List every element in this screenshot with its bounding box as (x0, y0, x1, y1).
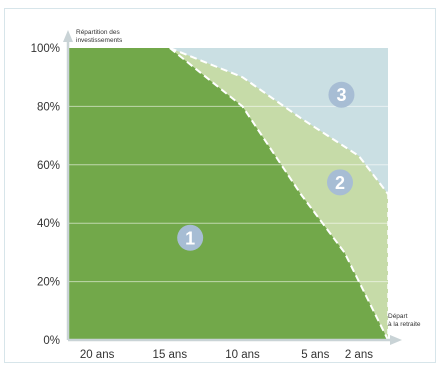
zone-1-area (68, 48, 388, 340)
y-tick-label: 100% (31, 43, 60, 55)
area-layer (68, 48, 388, 340)
y-axis-arrowhead (63, 30, 73, 42)
x-axis-arrowhead (390, 335, 402, 345)
zone-badges: 1 2 3 (177, 81, 355, 251)
grid-layer (68, 105, 388, 283)
x-tick-label: 5 ans (301, 349, 329, 361)
y-tick-label: 20% (37, 277, 60, 289)
zone-2-boundary-line (169, 47, 389, 195)
x-axis-title-line-1: Départ (388, 313, 408, 320)
zone-badge-circle (177, 224, 204, 251)
y-axis-title-line-2: investissements (76, 37, 123, 44)
zone-badge-label: 2 (335, 173, 345, 193)
y-tick-label: 80% (37, 101, 60, 113)
y-axis-title-line-1: Répartition des (76, 29, 120, 36)
boundary-lines (169, 47, 389, 341)
x-axis-title-line-2: à la retraite (388, 321, 421, 328)
x-tick-label: 2 ans (345, 349, 373, 361)
x-tick-label: 10 ans (225, 349, 260, 361)
x-tick-label: 15 ans (153, 349, 188, 361)
y-tick-label: 60% (37, 160, 60, 172)
y-tick-label: 40% (37, 218, 60, 230)
y-tick-labels: 0% 20% 40% 60% 80% 100% (31, 43, 60, 347)
zone-badge-circle (328, 81, 355, 108)
zone-1-boundary-line (169, 47, 389, 341)
zone-badge-circle (327, 169, 353, 196)
axes (63, 30, 402, 345)
zone-badge-label: 1 (185, 228, 195, 248)
x-tick-labels: 20 ans 15 ans 10 ans 5 ans 2 ans (80, 349, 373, 361)
y-tick-label: 0% (43, 335, 60, 347)
x-tick-label: 20 ans (80, 349, 115, 361)
zone-badge-label: 3 (336, 85, 346, 105)
